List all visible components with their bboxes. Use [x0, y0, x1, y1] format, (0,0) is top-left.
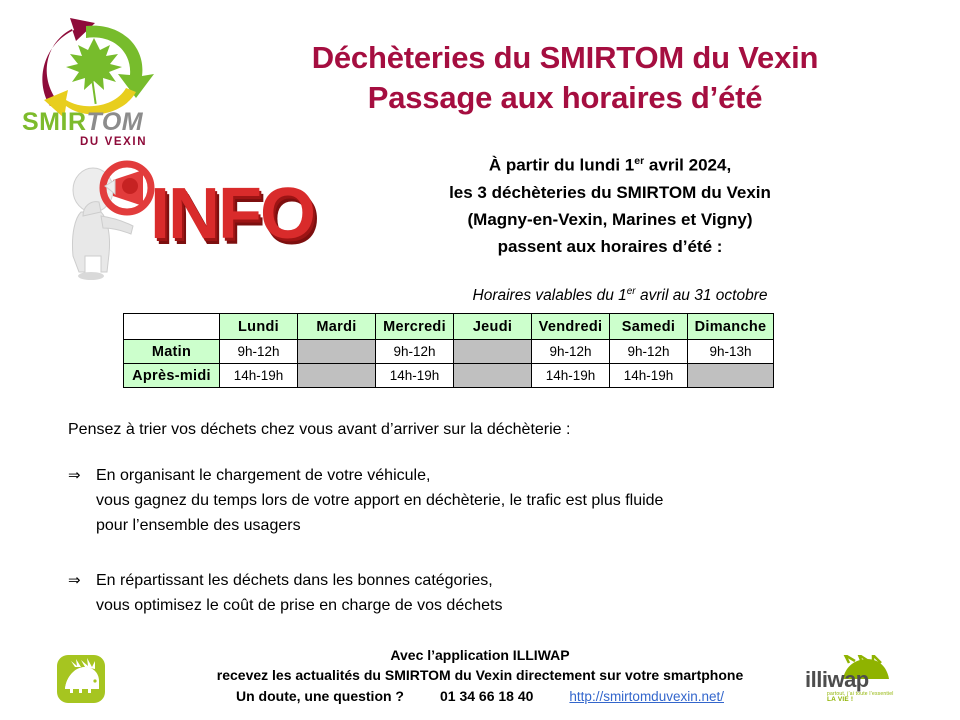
smirtom-word-tom: TOM [86, 108, 144, 136]
column-header-lundi: Lundi [219, 313, 298, 340]
cell-apresmidi-mardi [297, 363, 376, 388]
footer-line-2: recevez les actualités du SMIRTOM du Vex… [216, 667, 744, 683]
cell-apresmidi-mercredi: 14h-19h [375, 363, 454, 388]
illiwap-word-wap: wap [827, 667, 869, 692]
advice-bullet-list: ⇒ En organisant le chargement de votre v… [68, 463, 868, 640]
column-header-mardi: Mardi [297, 313, 376, 340]
illiwap-word-illi: illi [805, 667, 828, 692]
footer-website-link[interactable]: http://smirtomduvexin.net/ [569, 689, 724, 704]
illiwap-tagline-big: LA VIE ! [827, 696, 854, 703]
validity-sup: er [626, 286, 636, 297]
row-label-matin: Matin [123, 339, 220, 364]
cell-matin-dimanche: 9h-13h [687, 339, 774, 364]
subtitle-line-3: (Magny-en-Vexin, Marines et Vigny) [467, 209, 753, 229]
sorting-lead-text: Pensez à trier vos déchets chez vous ava… [68, 421, 571, 438]
schedule-table: Lundi Mardi Mercredi Jeudi Vendredi Same… [123, 313, 774, 388]
validity-note: Horaires valables du 1er avril au 31 oct… [300, 286, 940, 305]
smirtom-word-smir: SMIR [22, 108, 87, 136]
hedgehog-spines-icon [843, 655, 889, 679]
cell-matin-jeudi [453, 339, 532, 364]
cell-matin-mardi [297, 339, 376, 364]
bullet-2-text: En répartissant les déchets dans les bon… [96, 568, 868, 618]
smirtom-recycle-leaf-icon [24, 18, 164, 120]
footer-phone-number: 01 34 66 18 40 [440, 688, 534, 704]
subtitle-line-1-post: avril 2024, [644, 155, 732, 175]
info-graphic: INFO [45, 160, 335, 282]
bullet-1-text: En organisant le chargement de votre véh… [96, 463, 868, 538]
validity-pre: Horaires valables du 1 [472, 287, 627, 305]
cell-apresmidi-dimanche [687, 363, 774, 388]
smirtom-subtitle: DU VEXIN [80, 136, 148, 148]
cell-matin-mercredi: 9h-12h [375, 339, 454, 364]
column-header-vendredi: Vendredi [531, 313, 610, 340]
title-line-1: Déchèteries du SMIRTOM du Vexin [311, 40, 819, 75]
illiwap-tagline: partout, j’ai toute l’essentiel LA VIE ! [827, 691, 894, 703]
illiwap-logo: illiwap partout, j’ai toute l’essentiel … [803, 655, 895, 705]
list-item: ⇒ En organisant le chargement de votre v… [68, 463, 868, 538]
bullet-1-line-3: pour l’ensemble des usagers [96, 517, 301, 534]
list-item: ⇒ En répartissant les déchets dans les b… [68, 568, 868, 618]
table-row-matin: Matin 9h-12h 9h-12h 9h-12h 9h-12h 9h-13h [123, 339, 774, 364]
bullet-1-line-1: En organisant le chargement de votre véh… [96, 467, 431, 484]
row-label-apres-midi: Après-midi [123, 363, 220, 388]
footer-block: Avec l’application ILLIWAP recevez les a… [130, 645, 830, 708]
cell-matin-samedi: 9h-12h [609, 339, 688, 364]
title-line-2: Passage aux horaires d’été [367, 80, 763, 115]
schedule-table-wrapper: Lundi Mardi Mercredi Jeudi Vendredi Same… [123, 313, 774, 388]
megaphone-icon [99, 160, 155, 216]
bullet-2-line-2: vous optimisez le coût de prise en charg… [96, 597, 503, 614]
cell-apresmidi-samedi: 14h-19h [609, 363, 688, 388]
subtitle-line-1-sup: er [634, 155, 645, 167]
cell-apresmidi-lundi: 14h-19h [219, 363, 298, 388]
cell-matin-vendredi: 9h-12h [531, 339, 610, 364]
column-header-samedi: Samedi [609, 313, 688, 340]
validity-post: avril au 31 octobre [635, 287, 768, 305]
smirtom-logo: SMIRTOM DU VEXIN [18, 18, 178, 158]
hedgehog-icon [57, 655, 105, 703]
double-arrow-icon: ⇒ [68, 467, 81, 484]
double-arrow-icon: ⇒ [68, 572, 81, 589]
table-row-apres-midi: Après-midi 14h-19h 14h-19h 14h-19h 14h-1… [123, 363, 774, 388]
column-header-mercredi: Mercredi [375, 313, 454, 340]
cell-apresmidi-jeudi [453, 363, 532, 388]
subtitle-line-2: les 3 déchèteries du SMIRTOM du Vexin [449, 182, 771, 202]
page-title: Déchèteries du SMIRTOM du Vexin Passage … [180, 38, 950, 118]
column-header-jeudi: Jeudi [453, 313, 532, 340]
illiwap-app-icon [57, 655, 105, 703]
column-header-dimanche: Dimanche [687, 313, 774, 340]
footer-question-text: Un doute, une question ? [236, 688, 404, 704]
bullet-2-line-1: En répartissant les déchets dans les bon… [96, 572, 493, 589]
illiwap-tagline-small: partout, j’ai toute l’essentiel [827, 691, 894, 697]
smirtom-wordmark: SMIRTOM [22, 110, 174, 135]
footer-contact-row: Un doute, une question ? 01 34 66 18 40 … [130, 685, 830, 708]
illiwap-wordmark: illiwap [805, 669, 869, 691]
table-corner-cell [123, 313, 220, 340]
footer-line-1: Avec l’application ILLIWAP [390, 647, 570, 663]
cell-apresmidi-vendredi: 14h-19h [531, 363, 610, 388]
bullet-1-line-2: vous gagnez du temps lors de votre appor… [96, 492, 664, 509]
subtitle-block: À partir du lundi 1er avril 2024, les 3 … [330, 148, 890, 260]
subtitle-line-1: À partir du lundi 1er avril 2024, [330, 148, 890, 179]
subtitle-line-1-pre: À partir du lundi 1 [488, 155, 635, 175]
cell-matin-lundi: 9h-12h [219, 339, 298, 364]
subtitle-line-4: passent aux horaires d’été : [497, 236, 723, 256]
info-word: INFO [150, 174, 316, 254]
table-header-row: Lundi Mardi Mercredi Jeudi Vendredi Same… [123, 313, 774, 340]
